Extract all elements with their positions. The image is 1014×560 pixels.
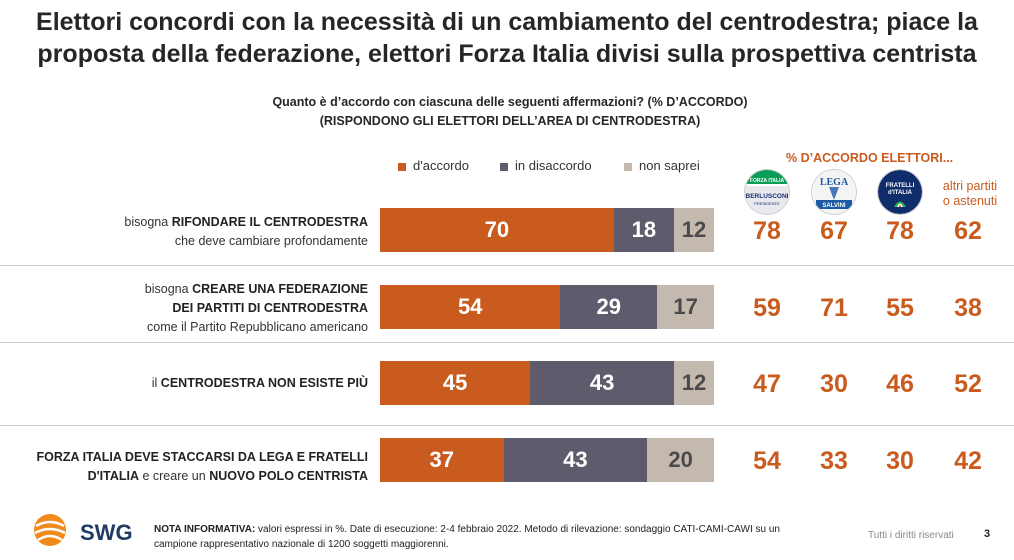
row-label-2: bisogna CREARE UNA FEDERAZIONE DEI PARTI… [144, 282, 368, 334]
legend-dontknow-label: non saprei [639, 158, 700, 173]
bar-dontknow: 20 [647, 438, 714, 482]
other-parties-header: altri partiti o astenuti [930, 179, 1010, 209]
legend-disagree-label: in disaccordo [515, 158, 592, 173]
legend-agree: d'accordo [398, 158, 469, 173]
bar-agree: 37 [380, 438, 504, 482]
stacked-bar-row-2: 54 29 17 [380, 285, 714, 329]
stacked-bar-row-3: 45 43 12 [380, 361, 714, 405]
row-label-1: bisogna RIFONDARE IL CENTRODESTRA che de… [124, 215, 368, 248]
row-label-4: FORZA ITALIA DEVE STACCARSI DA LEGA E FR… [36, 450, 368, 483]
row-label-3: il CENTRODESTRA NON ESISTE PIÙ [151, 376, 368, 390]
row-separator [0, 265, 1014, 266]
svg-text:d'ITALIA: d'ITALIA [888, 190, 913, 196]
party-value-fi: 59 [753, 294, 781, 322]
swg-logo-icon [32, 512, 68, 548]
forza-italia-logo: FORZA ITALIA BERLUSCONI PRESIDENTE [745, 170, 789, 214]
other-parties-line-1: altri partiti [942, 179, 998, 193]
party-value-altri: 38 [954, 294, 982, 322]
bar-disagree: 43 [503, 438, 648, 482]
party-value-fi: 78 [753, 217, 781, 245]
party-value-lega: 67 [820, 217, 848, 245]
svg-text:SALVINI: SALVINI [822, 203, 846, 209]
title-line-2: proposta della federazione, elettori For… [37, 40, 977, 68]
title-line-1: Elettori concordi con la necessità di un… [36, 8, 978, 36]
svg-text:FORZA ITALIA: FORZA ITALIA [750, 178, 785, 184]
legend-agree-swatch [398, 162, 406, 171]
party-value-fdi: 30 [886, 447, 914, 475]
legend-disagree: in disaccordo [500, 158, 592, 173]
party-value-fdi: 46 [886, 370, 914, 398]
subtitle-line-2: (RISPONDONO GLI ELETTORI DELL’AREA DI CE… [319, 114, 701, 128]
party-value-altri: 42 [954, 447, 982, 475]
party-value-fi: 54 [753, 447, 781, 475]
party-value-fdi: 55 [886, 294, 914, 322]
bar-dontknow: 12 [673, 361, 714, 405]
page-title: Elettori concordi con la necessità di un… [0, 6, 1014, 70]
bar-disagree: 29 [560, 285, 658, 329]
lega-logo: LEGA SALVINI [812, 170, 856, 214]
bar-agree: 70 [380, 208, 614, 252]
row-separator [0, 425, 1014, 426]
legend-disagree-swatch [500, 162, 508, 171]
swg-brand: SWG [80, 520, 133, 545]
subtitle-line-1: Quanto è d’accordo con ciascuna delle se… [272, 95, 748, 109]
stacked-bar-row-1: 70 18 12 [380, 208, 714, 252]
other-parties-line-2: o astenuti [942, 194, 998, 208]
svg-text:LEGA: LEGA [820, 177, 849, 188]
page-number: 3 [984, 528, 991, 540]
party-value-lega: 30 [820, 370, 848, 398]
party-value-lega: 71 [820, 294, 848, 322]
party-value-fdi: 78 [886, 217, 914, 245]
rights-notice: Tutti i diritti riservati [868, 530, 954, 541]
legend-dontknow-swatch [624, 162, 632, 171]
bar-dontknow: 12 [673, 208, 714, 252]
svg-text:PRESIDENTE: PRESIDENTE [754, 201, 780, 206]
bar-dontknow: 17 [657, 285, 714, 329]
fratelli-italia-logo: FRATELLI d'ITALIA [878, 170, 922, 214]
bar-agree: 45 [380, 361, 531, 405]
party-agreement-header: % D’ACCORDO ELETTORI... [786, 151, 954, 165]
party-value-altri: 62 [954, 217, 982, 245]
legend-dontknow: non saprei [624, 158, 700, 173]
chart-subtitle: Quanto è d’accordo con ciascuna delle se… [200, 93, 820, 131]
legend-agree-label: d'accordo [413, 158, 469, 173]
svg-text:BERLUSCONI: BERLUSCONI [746, 193, 789, 200]
party-value-lega: 33 [820, 447, 848, 475]
party-value-altri: 52 [954, 370, 982, 398]
stacked-bar-row-4: 37 43 20 [380, 438, 714, 482]
methodology-note: NOTA INFORMATIVA: valori espressi in %. … [154, 524, 780, 550]
row-separator [0, 342, 1014, 343]
bar-disagree: 43 [530, 361, 674, 405]
party-value-fi: 47 [753, 370, 781, 398]
bar-disagree: 18 [613, 208, 674, 252]
svg-text:FRATELLI: FRATELLI [886, 183, 915, 189]
bar-agree: 54 [380, 285, 561, 329]
